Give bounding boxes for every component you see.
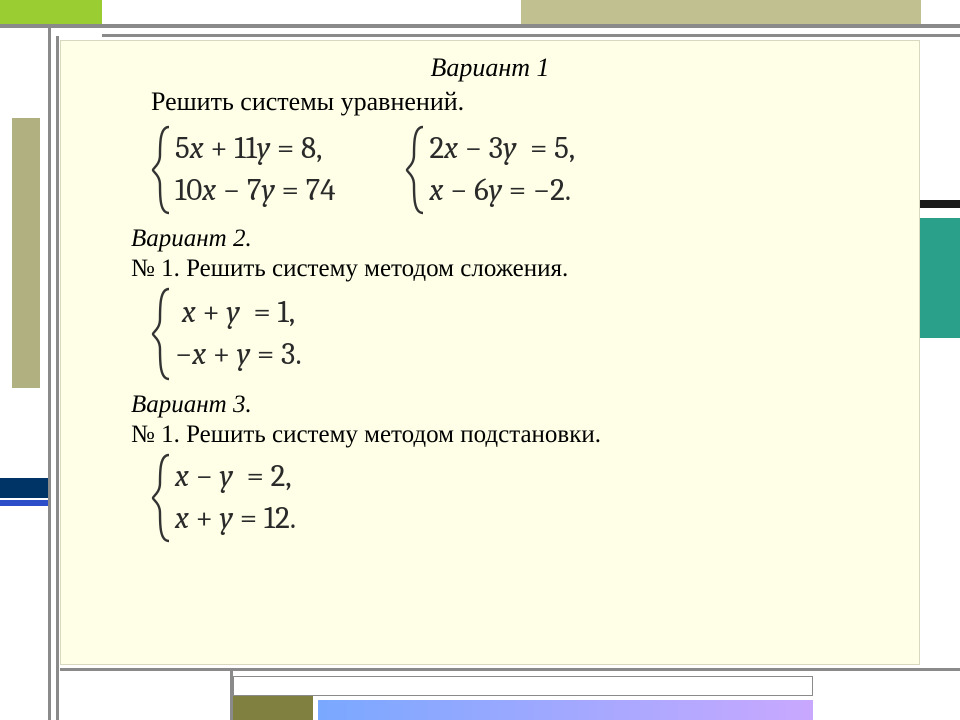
variant2-instr: № 1. Решить систему методом сложения. xyxy=(131,255,889,283)
deco-bottom-box xyxy=(233,676,813,696)
deco-lime-topleft xyxy=(0,0,102,24)
variant3-heading: Вариант 3. xyxy=(131,391,889,419)
slide-content: Вариант 1 Решить системы уравнений. 5x +… xyxy=(60,40,920,665)
deco-grey-top-line xyxy=(0,24,960,28)
variant1-system-a: 5x + 11y = 8, 10x − 7y = 74 xyxy=(151,125,335,215)
eq-line: x + y = 12. xyxy=(175,498,296,540)
eq-line: 10x − 7y = 74 xyxy=(175,170,335,212)
brace-icon xyxy=(151,125,173,215)
deco-grey-top-line2 xyxy=(102,34,960,37)
eq-line: x + y = 1, xyxy=(175,292,302,334)
eq-line: 2x − 3y = 5, xyxy=(429,128,575,170)
deco-bottom-vline xyxy=(230,671,233,720)
deco-teal-right xyxy=(920,218,960,338)
deco-navy-left xyxy=(0,478,48,498)
eq-line: x − 6y = −2. xyxy=(429,170,575,212)
deco-black-right xyxy=(920,200,960,208)
deco-bottom-hline xyxy=(60,668,960,671)
variant1-subtitle: Решить системы уравнений. xyxy=(151,87,889,117)
variant1-systems: 5x + 11y = 8, 10x − 7y = 74 2x − 3y = 5,… xyxy=(151,125,889,215)
eq-line: −x + y = 3. xyxy=(175,334,302,376)
eq-line: x − y = 2, xyxy=(175,456,296,498)
variant1-title: Вариант 1 xyxy=(91,53,889,83)
deco-royal-below xyxy=(0,500,48,506)
deco-olive-top xyxy=(521,0,921,24)
brace-icon xyxy=(151,287,173,381)
deco-grey-v-left2 xyxy=(56,36,59,720)
variant1-system-b: 2x − 3y = 5, x − 6y = −2. xyxy=(405,125,575,215)
deco-gradient-bottom xyxy=(318,700,813,720)
variant3-instr: № 1. Решить систему методом подстановки. xyxy=(131,421,889,449)
deco-grey-v-left xyxy=(48,28,51,720)
variant2-system: x + y = 1, −x + y = 3. xyxy=(151,287,889,381)
deco-olive-left-bar xyxy=(12,118,40,388)
brace-icon xyxy=(151,453,173,543)
variant3-system: x − y = 2, x + y = 12. xyxy=(151,453,889,543)
variant2-heading: Вариант 2. xyxy=(131,225,889,253)
brace-icon xyxy=(405,125,427,215)
eq-line: 5x + 11y = 8, xyxy=(175,128,335,170)
